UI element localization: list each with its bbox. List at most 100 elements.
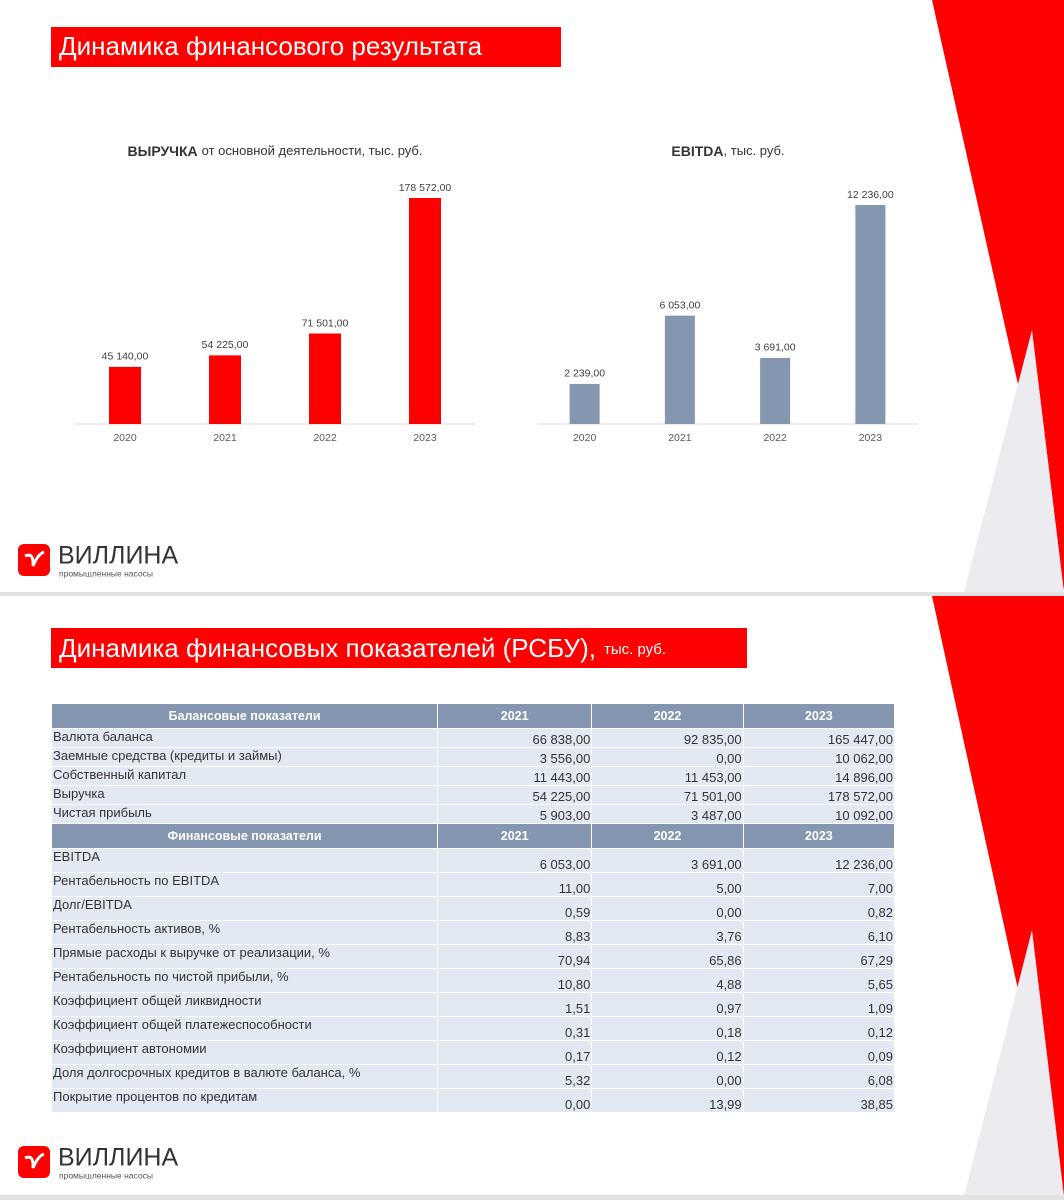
data-label: 3 691,00	[755, 342, 796, 354]
data-label: 178 572,00	[399, 182, 452, 194]
label-cell: Заемные средства (кредиты и займы)	[50, 747, 439, 767]
data-row: Чистая прибыль 5 903,00 3 487,00 10 092,00	[50, 804, 896, 824]
x-tick-label: 2021	[668, 432, 692, 444]
value-cell: 5,00	[591, 872, 744, 897]
value-cell: 38,85	[742, 1088, 896, 1113]
data-row: Коэффициент общей платежеспособности 0,31…	[50, 1016, 896, 1041]
value-cell: 5,32	[437, 1064, 593, 1089]
x-tick-label: 2020	[113, 432, 137, 444]
logo-tagline: промышленные насосы	[59, 1170, 153, 1180]
header-cell: Финансовые показатели	[50, 823, 439, 849]
logo-tagline: промышленные насосы	[59, 568, 153, 578]
value-cell: 12 236,00	[742, 848, 896, 873]
value-cell: 10 092,00	[742, 804, 896, 824]
value-cell: 0,00	[437, 1088, 593, 1113]
value-cell: 0,97	[591, 992, 744, 1017]
x-tick-label: 2020	[573, 432, 597, 444]
header-cell: 2021	[437, 703, 593, 729]
value-cell: 5,65	[742, 968, 896, 993]
value-cell: 0,12	[742, 1016, 896, 1041]
slide-separator	[0, 592, 1064, 596]
data-row: Валюта баланса 66 838,00 92 835,00 165 447,…	[50, 728, 896, 748]
chart-title-strong: EBITDA	[671, 143, 723, 159]
value-cell: 54 225,00	[437, 785, 593, 805]
header-cell: Балансовые показатели	[50, 703, 439, 729]
label-cell: Собственный капитал	[50, 766, 439, 786]
slide-title: Динамика финансового результата	[59, 31, 483, 61]
value-cell: 0,59	[437, 896, 593, 921]
value-cell: 65,86	[591, 944, 744, 969]
data-row: Рентабельность по чистой прибыли, % 10,80…	[50, 968, 896, 993]
value-cell: 0,12	[591, 1040, 744, 1065]
chart-title: EBITDA, тыс. руб.	[671, 143, 784, 159]
data-row: Заемные средства (кредиты и займы) 3 556,…	[50, 747, 896, 767]
value-cell: 10 062,00	[742, 747, 896, 767]
data-label: 2 239,00	[564, 368, 605, 380]
value-cell: 14 896,00	[742, 766, 896, 786]
label-cell: Рентабельность по чистой прибыли, %	[50, 968, 439, 993]
value-cell: 3 556,00	[437, 747, 593, 767]
value-cell: 8,83	[437, 920, 593, 945]
decor-gray	[964, 330, 1064, 592]
label-cell: Долг/EBITDA	[50, 896, 439, 921]
x-tick-label: 2022	[763, 432, 787, 444]
value-cell: 0,82	[742, 896, 896, 921]
value-cell: 3 691,00	[591, 848, 744, 873]
decor-gray	[964, 930, 1064, 1196]
x-tick-label: 2022	[313, 432, 337, 444]
data-label: 54 225,00	[202, 339, 249, 351]
header-row: Балансовые показатели 2021 2022 2023	[50, 703, 896, 729]
bar	[569, 383, 600, 424]
header-cell: 2022	[591, 703, 744, 729]
value-cell: 0,17	[437, 1040, 593, 1065]
value-cell: 11,00	[437, 872, 593, 897]
value-cell: 165 447,00	[742, 728, 896, 748]
value-cell: 11 443,00	[437, 766, 593, 786]
value-cell: 0,31	[437, 1016, 593, 1041]
label-cell: Выручка	[50, 785, 439, 805]
bar	[760, 357, 791, 424]
slide-title-unit: тыс. руб.	[604, 641, 666, 658]
value-cell: 0,00	[591, 747, 744, 767]
label-cell: Доля долгосрочных кредитов в валюте бала…	[50, 1064, 439, 1089]
bar	[855, 205, 886, 424]
value-cell: 6,08	[742, 1064, 896, 1089]
value-cell: 178 572,00	[742, 785, 896, 805]
chart-title-strong: ВЫРУЧКА	[128, 143, 198, 159]
data-row: Прямые расходы к выручке от реализации, …	[50, 944, 896, 969]
logo-name: ВИЛЛИНА	[58, 542, 178, 570]
slide-title: Динамика финансовых показателей (РСБУ), т…	[59, 633, 666, 663]
bar	[309, 333, 341, 424]
data-row: Собственный капитал 11 443,00 11 453,00 14 …	[50, 766, 896, 786]
x-tick-label: 2023	[413, 432, 437, 444]
logo-name: ВИЛЛИНА	[58, 1144, 178, 1172]
value-cell: 13,99	[591, 1088, 744, 1113]
slide-title-main: Динамика финансовых показателей (РСБУ),	[59, 633, 596, 663]
value-cell: 6,10	[742, 920, 896, 945]
data-row: Выручка 54 225,00 71 501,00 178 572,00	[50, 785, 896, 805]
data-row: Коэффициент общей ликвидности 1,51 0,97 1,0…	[50, 992, 896, 1017]
header-cell: 2023	[742, 703, 896, 729]
logo-mark	[24, 550, 45, 567]
bar	[409, 198, 441, 424]
label-cell: Покрытие процентов по кредитам	[50, 1088, 439, 1113]
value-cell: 1,51	[437, 992, 593, 1017]
chart-title-rest: , тыс. руб.	[724, 143, 785, 158]
label-cell: Прямые расходы к выручке от реализации, …	[50, 944, 439, 969]
logo: ВИЛЛИНА промышленные насосы	[18, 1144, 178, 1180]
x-tick-label: 2023	[859, 432, 883, 444]
bar	[664, 315, 695, 424]
data-row: Доля долгосрочных кредитов в валюте бала…	[50, 1064, 896, 1089]
value-cell: 0,00	[591, 896, 744, 921]
header-cell: 2023	[742, 823, 896, 849]
label-cell: Рентабельность активов, %	[50, 920, 439, 945]
value-cell: 10,80	[437, 968, 593, 993]
value-cell: 71 501,00	[591, 785, 744, 805]
value-cell: 4,88	[591, 968, 744, 993]
label-cell: Коэффициент автономии	[50, 1040, 439, 1065]
bar	[209, 355, 241, 424]
data-label: 45 140,00	[102, 351, 149, 363]
